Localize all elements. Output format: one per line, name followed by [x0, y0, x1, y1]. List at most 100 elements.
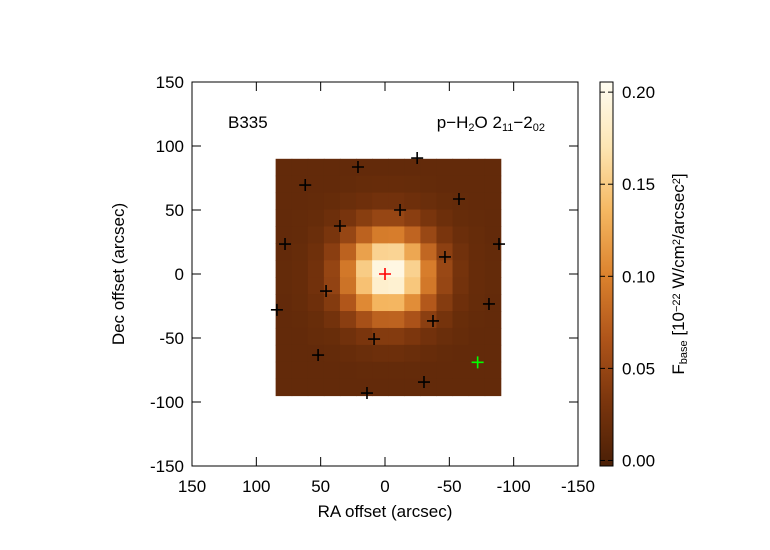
heatmap-cell [420, 192, 437, 211]
heatmap-cell [468, 175, 486, 194]
text-part: ] [669, 173, 688, 178]
heatmap-cell [436, 260, 454, 278]
heatmap-cell [372, 277, 389, 295]
heatmap-cell [468, 344, 486, 363]
heatmap-cell [452, 311, 470, 329]
heatmap-cell [420, 209, 437, 227]
heatmap-cell [452, 209, 470, 227]
heatmap-cell [339, 311, 357, 329]
heatmap-cell [356, 226, 373, 244]
y-tick-label: -100 [150, 393, 184, 412]
y-tick-label: -50 [159, 329, 184, 348]
heatmap-cell [484, 243, 502, 261]
heatmap-cell [452, 294, 470, 312]
heatmap-cell [404, 294, 421, 312]
heatmap-cell [404, 277, 421, 295]
heatmap-cell [468, 361, 486, 380]
heatmap-cell [420, 277, 437, 295]
heatmap-cell [436, 209, 454, 227]
heatmap-cell [484, 327, 502, 346]
y-tick-label: 0 [175, 265, 184, 284]
heatmap-cell [452, 158, 470, 177]
heatmap-cell [291, 226, 309, 244]
heatmap-cell [388, 192, 405, 211]
heatmap-cell [339, 243, 357, 261]
heatmap-cell [307, 344, 325, 363]
x-tick-label: 0 [380, 477, 389, 496]
heatmap-cell [372, 344, 389, 363]
heatmap-cell [404, 175, 421, 194]
heatmap-cell [323, 344, 341, 363]
heatmap-cell [339, 158, 357, 177]
heatmap-cell [275, 294, 293, 312]
heatmap-cell [291, 327, 309, 346]
heatmap-cell [372, 361, 389, 380]
heatmap-cell [452, 327, 470, 346]
cross-marker [471, 356, 484, 369]
heatmap-cell [307, 294, 325, 312]
heatmap-cell [323, 327, 341, 346]
heatmap-cell [484, 311, 502, 329]
heatmap-cell [307, 192, 325, 211]
heatmap-cell [468, 209, 486, 227]
heatmap-cell [307, 226, 325, 244]
heatmap-cell [420, 344, 437, 363]
heatmap-cell [468, 158, 486, 177]
x-tick-label: 50 [311, 477, 330, 496]
heatmap-cell [452, 344, 470, 363]
heatmap-cell [388, 226, 405, 244]
text-part: F [669, 364, 688, 374]
heatmap-cell [323, 294, 341, 312]
heatmap-cell [339, 192, 357, 211]
heatmap-cell [468, 226, 486, 244]
colorbar-tick-label: 0.15 [622, 175, 655, 194]
heatmap-cell [388, 277, 405, 295]
heatmap-cell [323, 175, 341, 194]
heatmap-cell [339, 294, 357, 312]
heatmap-cell [275, 378, 293, 397]
heatmap-cell [388, 344, 405, 363]
superscript: 2 [671, 178, 683, 184]
heatmap-cell [452, 175, 470, 194]
heatmap-cell [404, 361, 421, 380]
heatmap-cell [339, 378, 357, 397]
heatmap-cell [275, 260, 293, 278]
heatmap-cell [484, 209, 502, 227]
colorbar [599, 81, 614, 467]
heatmap-cell [420, 226, 437, 244]
heatmap-cell [291, 294, 309, 312]
heatmap-cell [275, 311, 293, 329]
heatmap-cell [436, 277, 454, 295]
y-tick-label: 50 [165, 201, 184, 220]
x-tick-label: 150 [178, 477, 206, 496]
heatmap-cell [404, 158, 421, 177]
heatmap-cell [372, 209, 389, 227]
heatmap-cell [356, 361, 373, 380]
text-part: O 2 [475, 113, 502, 132]
heatmap-cell [404, 378, 421, 397]
heatmap-cell [307, 175, 325, 194]
heatmap-cell [372, 294, 389, 312]
heatmap-cell [275, 243, 293, 261]
heatmap-cell [404, 311, 421, 329]
cross-marker [452, 192, 465, 205]
cross-marker [438, 250, 451, 263]
heatmap-cell [484, 344, 502, 363]
heatmap-cell [484, 226, 502, 244]
colorbar-tick-label: 0.20 [622, 83, 655, 102]
cross-marker [270, 303, 283, 316]
y-axis-label: Dec offset (arcsec) [109, 203, 128, 345]
text-part: −2 [513, 113, 532, 132]
heatmap-cell [323, 192, 341, 211]
heatmap-cell [436, 344, 454, 363]
text-part: /arcsec [669, 184, 688, 239]
heatmap-cell [404, 344, 421, 363]
heatmap-cell [307, 277, 325, 295]
heatmap-cell [468, 294, 486, 312]
heatmap-cell [356, 243, 373, 261]
heatmap-cell [484, 378, 502, 397]
cross-marker [320, 285, 333, 298]
heatmap-cell [356, 277, 373, 295]
annotation: p−H2O 211−202 [437, 113, 545, 134]
heatmap-cell [372, 158, 389, 177]
